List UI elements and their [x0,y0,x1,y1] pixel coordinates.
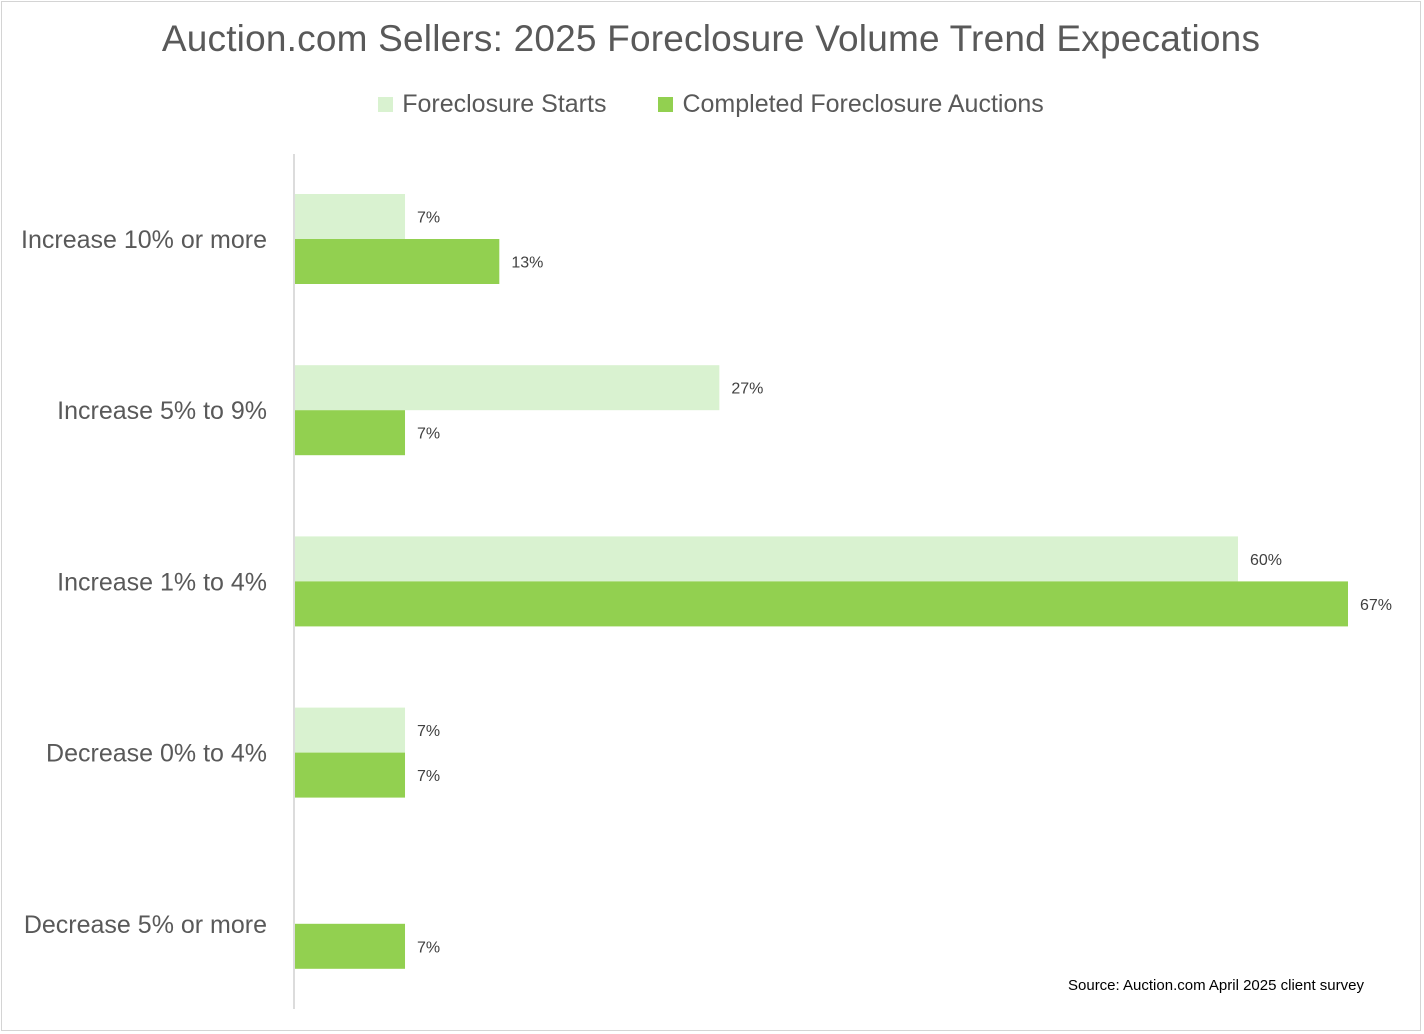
data-label: 67% [1360,597,1392,614]
legend-swatch-foreclosure-starts [378,97,394,112]
data-label: 60% [1250,552,1282,569]
data-label: 13% [511,255,543,272]
bar-foreclosure-starts [295,707,406,753]
bar-completed-auctions [295,923,406,969]
y-tick-label: Decrease 5% or more [24,911,267,939]
bar-foreclosure-starts [295,365,720,411]
data-label: 7% [417,723,440,740]
chart-title: Auction.com Sellers: 2025 Foreclosure Vo… [161,18,1261,59]
source-note: Source: Auction.com April 2025 client su… [1068,977,1364,994]
y-tick-label: Increase 5% to 9% [57,397,267,425]
bar-foreclosure-starts [295,536,1238,582]
data-label: 7% [417,210,440,227]
bar-completed-auctions [295,752,406,798]
data-label: 7% [417,768,440,785]
bar-completed-auctions [295,581,1348,627]
legend-item-completed-auctions: Completed Foreclosure Auctions [658,90,1044,119]
legend-label-foreclosure-starts: Foreclosure Starts [402,90,607,118]
y-tick-label: Increase 10% or more [21,226,267,254]
data-label: 7% [417,426,440,443]
data-label: 7% [417,939,440,956]
data-label: 27% [731,381,763,398]
chart-legend: Foreclosure Starts Completed Foreclosure… [0,90,1422,119]
legend-label-completed-auctions: Completed Foreclosure Auctions [682,90,1044,118]
y-tick-label: Increase 1% to 4% [57,568,267,596]
y-tick-label: Decrease 0% to 4% [46,740,267,768]
legend-item-foreclosure-starts: Foreclosure Starts [378,90,606,119]
bar-completed-auctions [295,239,500,284]
legend-swatch-completed-auctions [658,97,674,112]
bar-foreclosure-starts [295,194,406,239]
bar-completed-auctions [295,410,406,456]
